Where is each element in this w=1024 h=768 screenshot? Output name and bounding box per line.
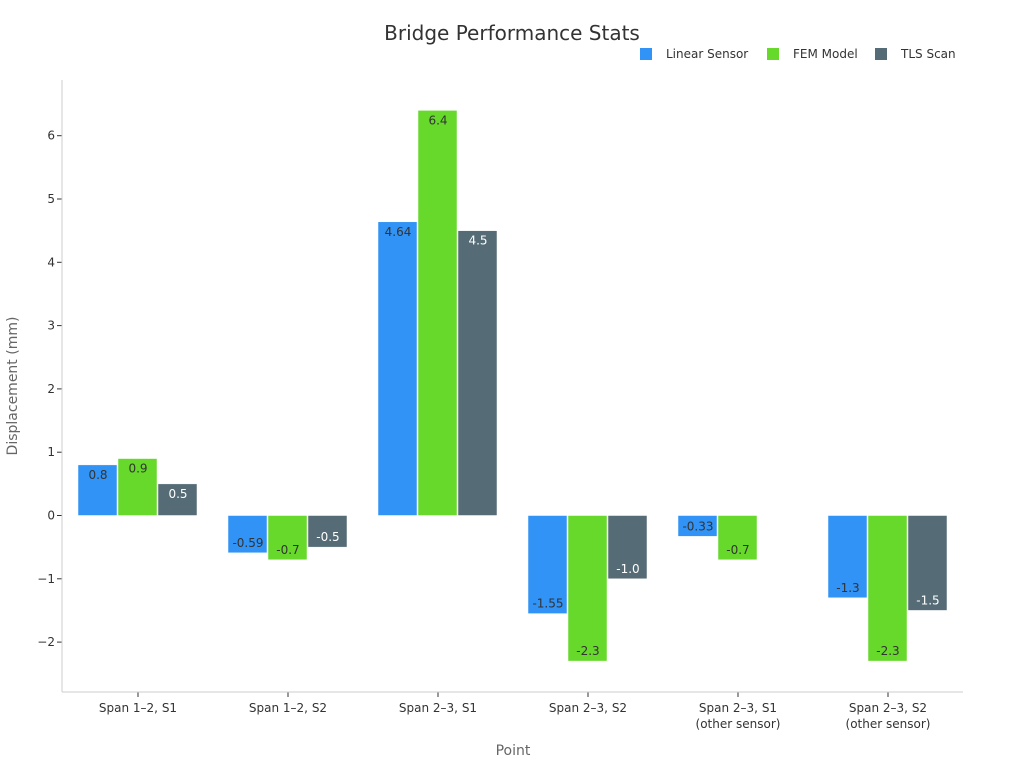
legend-item: TLS Scan [875, 47, 956, 61]
bar-data-label: -1.3 [836, 581, 859, 595]
bar [77, 464, 118, 516]
legend-swatch [640, 48, 652, 60]
y-tick-label: −2 [37, 635, 55, 649]
bar [607, 515, 648, 580]
legend-label: TLS Scan [900, 47, 956, 61]
y-tick-label: 5 [47, 192, 55, 206]
x-axis-ticks: Span 1–2, S1 Span 1–2, S2 Span 2–3, S1 Span… [99, 692, 931, 731]
bar [527, 515, 568, 614]
bar-data-label: -0.5 [316, 530, 339, 544]
bar-data-label: 0.9 [128, 462, 147, 476]
bar-data-label: 0.5 [168, 487, 187, 501]
bar-data-label: -0.33 [682, 519, 713, 533]
y-tick-label: −1 [37, 572, 55, 586]
y-axis-ticks: −2 −1 0 1 2 3 4 5 6 [37, 129, 62, 649]
bar [377, 221, 418, 516]
bar-data-label: 0.8 [88, 468, 107, 482]
chart-title: Bridge Performance Stats [384, 21, 640, 45]
x-axis-label: Point [496, 743, 531, 759]
bar [417, 110, 458, 516]
y-tick-label: 2 [47, 382, 55, 396]
y-tick-label: 4 [47, 255, 55, 269]
bar [227, 515, 268, 554]
y-tick-label: 1 [47, 445, 55, 459]
bar-data-label: -2.3 [576, 644, 599, 658]
x-tick-label: Span 2–3, S1 (other sensor) [696, 701, 781, 731]
bar-data-label: -0.7 [726, 543, 749, 557]
bar-data-label: -1.5 [916, 593, 939, 607]
legend-swatch [767, 48, 779, 60]
y-tick-label: 6 [47, 129, 55, 143]
bar-data-label: -0.59 [232, 536, 263, 550]
bar-data-label: -2.3 [876, 644, 899, 658]
bar [867, 515, 908, 662]
legend-label: FEM Model [793, 47, 858, 61]
x-tick-label: Span 2–3, S2 (other sensor) [846, 701, 931, 731]
x-tick-label: Span 1–2, S2 [249, 701, 327, 715]
bar [717, 515, 758, 561]
bar [677, 515, 718, 537]
bar [457, 230, 498, 516]
y-tick-label: 3 [47, 319, 55, 333]
bar-data-label: -0.7 [276, 543, 299, 557]
bar [567, 515, 608, 662]
bar [827, 515, 868, 599]
bar-labels: 0.8 -0.59 4.64 -1.55 -0.33 -1.3 0.9 -0.7 6.4 -2.3… [88, 113, 939, 658]
bar-data-label: -1.55 [532, 597, 563, 611]
bar [157, 483, 198, 516]
legend-label: Linear Sensor [666, 47, 748, 61]
bar [117, 458, 158, 516]
bars [77, 110, 948, 662]
y-tick-label: 0 [47, 509, 55, 523]
bar [267, 515, 308, 561]
legend: Linear Sensor FEM Model TLS Scan [640, 47, 956, 61]
x-tick-label: Span 2–3, S2 [549, 701, 627, 715]
bar-data-label: 4.5 [468, 234, 487, 248]
bar-data-label: 6.4 [428, 113, 447, 127]
legend-item: FEM Model [767, 47, 858, 61]
bar-data-label: -1.0 [616, 562, 639, 576]
legend-item: Linear Sensor [640, 47, 748, 61]
bar-data-label: 4.64 [385, 225, 412, 239]
x-tick-label: Span 1–2, S1 [99, 701, 177, 715]
legend-swatch [875, 48, 887, 60]
bar [907, 515, 948, 611]
y-axis-label: Displacement (mm) [5, 317, 21, 456]
x-tick-label: Span 2–3, S1 [399, 701, 477, 715]
bar [307, 515, 348, 548]
